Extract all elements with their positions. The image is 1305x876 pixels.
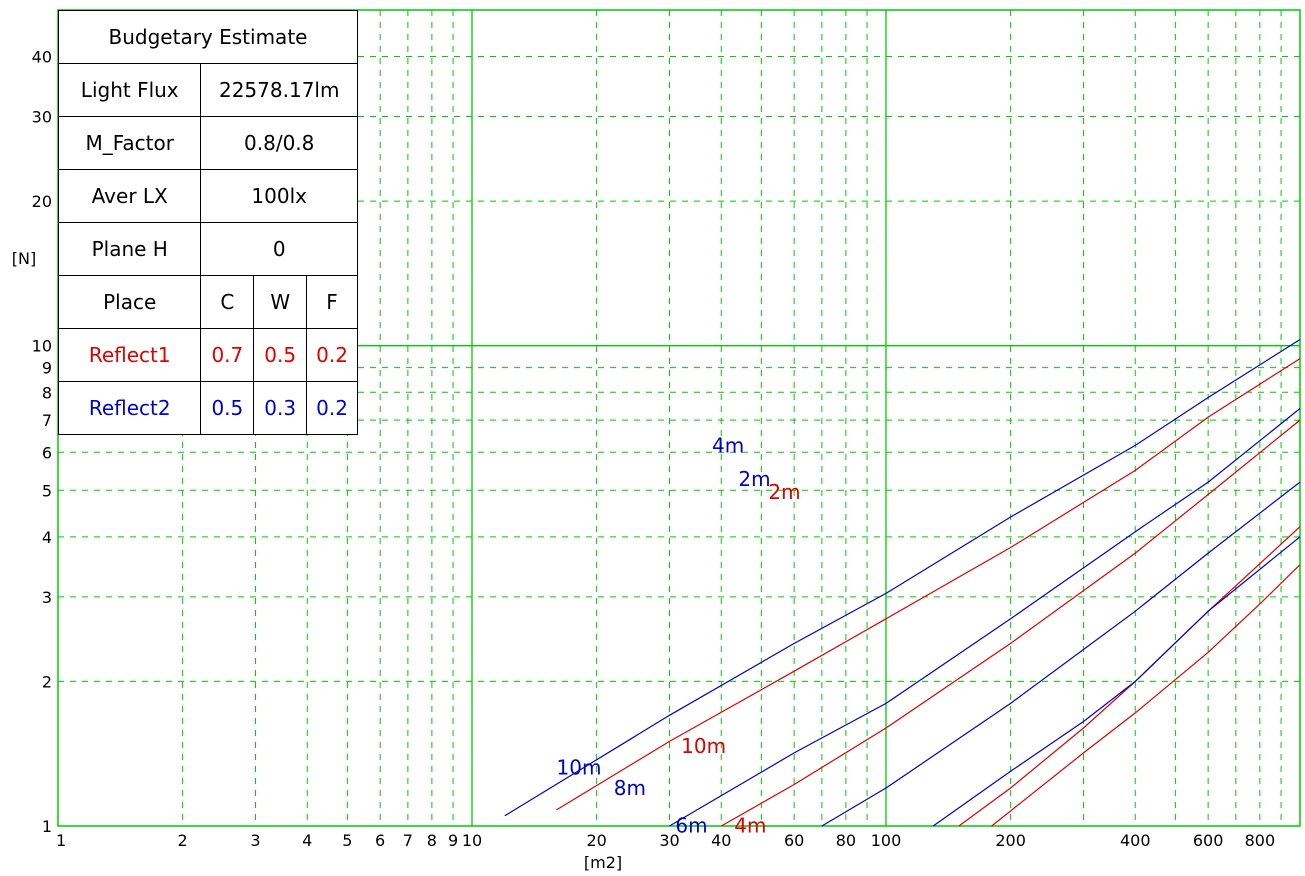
y-tick-label: 3 (42, 588, 52, 607)
x-tick-label: 2 (178, 831, 188, 850)
m-factor-label: M_Factor (57, 116, 202, 170)
floor-header: F (306, 275, 358, 329)
x-tick-label: 400 (1120, 831, 1151, 850)
ceiling-header: C (200, 275, 255, 329)
y-tick-label: 9 (42, 359, 52, 378)
y-tick-label: 5 (42, 481, 52, 500)
x-tick-label: 200 (995, 831, 1026, 850)
curve-label: 8m (614, 776, 646, 800)
series-line-reflect1-2m (556, 358, 1301, 811)
info-table: Budgetary Estimate Light Flux 22578.17lm… (57, 10, 358, 435)
y-tick-label: 4 (42, 528, 52, 547)
x-tick-label: 100 (871, 831, 902, 850)
aver-lx-value: 100lx (200, 169, 358, 223)
series-line-reflect2-2m (504, 338, 1301, 817)
x-axis-label: [m2] (584, 853, 622, 872)
x-tick-label: 40 (711, 831, 731, 850)
curve-label: 10m (557, 756, 602, 780)
plane-h-label: Plane H (57, 222, 202, 276)
y-tick-label: 7 (42, 411, 52, 430)
x-tick-label: 800 (1245, 831, 1276, 850)
light-flux-value: 22578.17lm (200, 63, 358, 117)
place-label: Place (57, 275, 202, 329)
series-line-reflect2-4m (669, 408, 1301, 827)
x-tick-label: 600 (1193, 831, 1224, 850)
y-tick-label: 20 (32, 192, 52, 211)
x-tick-label: 30 (659, 831, 679, 850)
y-tick-label: 6 (42, 443, 52, 462)
x-tick-label: 60 (784, 831, 804, 850)
x-tick-label: 3 (250, 831, 260, 850)
series-lines (504, 338, 1301, 827)
x-tick-label: 5 (342, 831, 352, 850)
aver-lx-label: Aver LX (57, 169, 202, 223)
x-tick-label: 20 (586, 831, 606, 850)
reflect2-wall: 0.3 (253, 381, 308, 435)
plane-h-value: 0 (200, 222, 358, 276)
x-tick-label: 9 (448, 831, 458, 850)
y-tick-label: 8 (42, 383, 52, 402)
reflect1-wall: 0.5 (253, 328, 308, 382)
reflect1-label: Reflect1 (57, 328, 202, 382)
curve-label: 4m (734, 813, 766, 837)
series-line-reflect1-6m (958, 526, 1301, 827)
series-line-reflect2-10m (932, 536, 1301, 827)
curve-label: 6m (675, 813, 707, 837)
x-tick-label: 4 (302, 831, 312, 850)
tick-labels: 1 2 3 4 5 6 7 8 9 10 20 30 40 60 80 100 200 400 600 8001234… (32, 48, 1276, 850)
series-line-reflect2-8m (821, 481, 1301, 827)
x-tick-label: 8 (427, 831, 437, 850)
x-tick-label: 6 (375, 831, 385, 850)
reflect2-label: Reflect2 (57, 381, 202, 435)
x-tick-label: 10 (462, 831, 482, 850)
light-flux-label: Light Flux (57, 63, 202, 117)
y-tick-label: 10 (32, 337, 52, 356)
curve-label: 10m (681, 734, 726, 758)
m-factor-value: 0.8/0.8 (200, 116, 358, 170)
reflect1-ceiling: 0.7 (200, 328, 255, 382)
x-tick-label: 80 (836, 831, 856, 850)
reflect1-floor: 0.2 (306, 328, 358, 382)
wall-header: W (253, 275, 308, 329)
y-tick-label: 2 (42, 672, 52, 691)
y-tick-label: 40 (32, 48, 52, 67)
curve-label: 2m (768, 480, 800, 504)
x-tick-label: 7 (403, 831, 413, 850)
curve-label: 4m (712, 433, 744, 457)
curve-label: 2m (738, 467, 770, 491)
reflect2-floor: 0.2 (306, 381, 358, 435)
series-line-reflect1-10m (991, 564, 1301, 827)
x-tick-label: 1 (56, 831, 66, 850)
info-title: Budgetary Estimate (58, 10, 358, 64)
series-line-reflect1-4m (721, 419, 1301, 827)
reflect2-ceiling: 0.5 (200, 381, 255, 435)
y-tick-label: 1 (42, 817, 52, 836)
y-axis-label: [N] (12, 249, 36, 268)
y-tick-label: 30 (32, 108, 52, 127)
